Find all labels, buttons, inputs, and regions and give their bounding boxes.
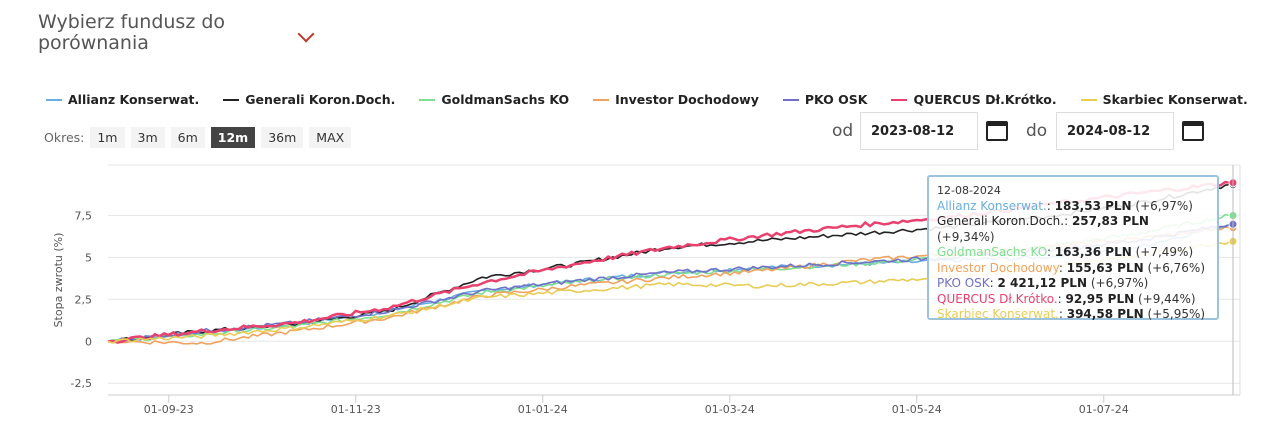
x-tick-label: 01-03-24 <box>705 403 755 416</box>
tooltip-value: 257,83 PLN <box>1071 214 1149 228</box>
legend-item[interactable]: QUERCUS Dł.Krótko. <box>891 92 1057 107</box>
tooltip-date: 12-08-2024 <box>937 184 1001 197</box>
tooltip-row: Generali Koron.Doch.: 257,83 PLN (+9,34%… <box>937 214 1149 244</box>
page-title: Wybierz fundusz do porównania <box>38 11 226 54</box>
legend-label: QUERCUS Dł.Krótko. <box>913 92 1057 107</box>
tooltip-row: Skarbiec Konserwat.: 394,58 PLN (+5,95%) <box>937 307 1206 321</box>
tooltip-row: PKO OSK: 2 421,12 PLN (+6,97%) <box>937 276 1149 290</box>
tooltip-series: Generali Koron.Doch. <box>937 214 1065 228</box>
legend-swatch <box>593 98 610 101</box>
calendar-icon[interactable] <box>986 121 1008 141</box>
tooltip-row: QUERCUS Dł.Krótko.: 92,95 PLN (+9,44%) <box>937 291 1196 306</box>
x-tick-label: 01-09-23 <box>144 403 194 416</box>
legend-item[interactable]: PKO OSK <box>782 92 868 107</box>
to-label: do <box>1026 121 1048 141</box>
legend-item[interactable]: Skarbiec Konserwat. <box>1080 92 1248 107</box>
legend-label: Investor Dochodowy <box>615 92 759 107</box>
tooltip-change: (+9,34%) <box>937 229 995 244</box>
tooltip-value: 155,63 PLN <box>1066 260 1144 275</box>
legend-swatch <box>223 98 240 101</box>
legend-label: PKO OSK <box>804 92 868 107</box>
tooltip-series: Investor Dochodowy <box>937 260 1059 275</box>
legend-swatch <box>782 98 799 101</box>
from-label: od <box>832 121 854 141</box>
period-max[interactable]: MAX <box>309 127 352 148</box>
to-date-input[interactable]: 2024-08-12 <box>1056 112 1174 150</box>
tooltip-row: GoldmanSachs KO: 163,36 PLN (+7,49%) <box>937 245 1194 259</box>
period-12m[interactable]: 12m <box>210 127 256 148</box>
x-tick-label: 01-05-24 <box>892 403 942 416</box>
legend-swatch <box>419 98 436 101</box>
tooltip-value: 92,95 PLN <box>1065 291 1135 306</box>
tooltip-change: (+6,97%) <box>1090 276 1149 290</box>
chart-legend: Allianz Konserwat. Generali Koron.Doch. Go… <box>46 92 1272 107</box>
period-3m[interactable]: 3m <box>130 127 165 148</box>
y-tick-label: 0 <box>85 335 92 348</box>
tooltip-series: Skarbiec Konserwat. <box>937 307 1059 321</box>
tooltip-series: GoldmanSachs KO <box>937 245 1047 259</box>
period-1m[interactable]: 1m <box>90 127 125 148</box>
y-tick-label: 7,5 <box>75 209 93 222</box>
tooltip-series: QUERCUS Dł.Krótko. <box>937 291 1058 306</box>
period-label: Okres: <box>44 130 85 145</box>
legend-item[interactable]: Allianz Konserwat. <box>46 92 199 107</box>
y-tick-label: 2,5 <box>75 293 93 306</box>
tooltip-series: Allianz Konserwat. <box>937 198 1047 213</box>
tooltip-row: Allianz Konserwat.: 183,53 PLN (+6,97%) <box>937 198 1193 213</box>
y-tick-label: 5 <box>85 251 92 264</box>
chart-tooltip: 12-08-2024 Allianz Konserwat.: 183,53 PL… <box>927 175 1219 321</box>
tooltip-change: (+9,44%) <box>1137 291 1196 306</box>
tooltip-row: Investor Dochodowy: 155,63 PLN (+6,76%) <box>937 260 1206 275</box>
period-36m[interactable]: 36m <box>261 127 304 148</box>
y-tick-label: -2,5 <box>71 377 92 390</box>
legend-item[interactable]: Investor Dochodowy <box>593 92 759 107</box>
legend-label: Allianz Konserwat. <box>68 92 200 107</box>
legend-item[interactable]: Generali Koron.Doch. <box>223 92 395 107</box>
tooltip-change: (+5,95%) <box>1147 307 1206 321</box>
from-date-input[interactable]: 2023-08-12 <box>860 112 978 150</box>
y-axis-label: Stopa zwrotu (%) <box>52 233 65 328</box>
tooltip-series: PKO OSK <box>937 276 990 290</box>
period-selector: Okres: 1m 3m 6m 12m 36m MAX <box>44 127 352 148</box>
period-6m[interactable]: 6m <box>170 127 205 148</box>
tooltip-change: (+7,49%) <box>1135 245 1194 259</box>
legend-swatch <box>46 98 62 101</box>
tooltip-value: 183,53 PLN <box>1054 198 1132 213</box>
legend-label: GoldmanSachs KO <box>441 92 570 107</box>
legend-swatch <box>1080 98 1097 101</box>
legend-item[interactable]: GoldmanSachs KO <box>419 92 569 107</box>
calendar-icon[interactable] <box>1182 121 1204 141</box>
tooltip-value: 2 421,12 PLN <box>997 276 1088 290</box>
tooltip-value: 394,58 PLN <box>1066 307 1144 321</box>
tooltip-change: (+6,97%) <box>1135 198 1193 213</box>
tooltip-value: 163,36 PLN <box>1054 245 1132 259</box>
x-tick-label: 01-11-23 <box>331 403 381 416</box>
x-tick-label: 01-01-24 <box>518 403 568 416</box>
x-tick-label: 01-07-24 <box>1079 403 1129 416</box>
legend-swatch <box>891 98 908 101</box>
tooltip-change: (+6,76%) <box>1147 260 1206 275</box>
legend-label: Skarbiec Konserwat. <box>1102 92 1248 107</box>
legend-label: Generali Koron.Doch. <box>245 92 396 107</box>
